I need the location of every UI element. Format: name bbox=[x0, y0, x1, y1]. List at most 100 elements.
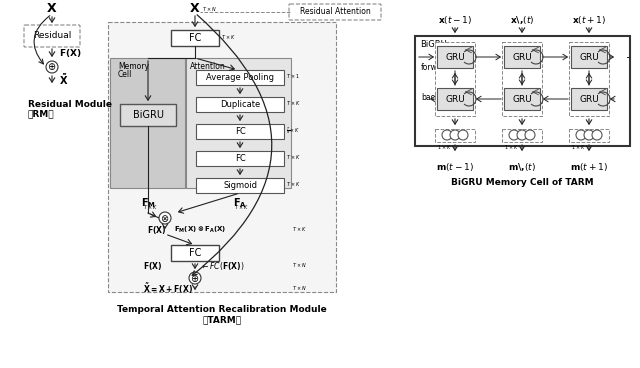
Circle shape bbox=[442, 130, 452, 140]
Circle shape bbox=[189, 272, 201, 284]
Text: GRU: GRU bbox=[579, 95, 599, 103]
Text: backward: backward bbox=[421, 93, 458, 103]
Text: Residual: Residual bbox=[33, 32, 71, 40]
Text: $_{T\times N}$: $_{T\times N}$ bbox=[292, 262, 307, 270]
Text: $\mathbf{F_M}$: $\mathbf{F_M}$ bbox=[141, 196, 156, 210]
Bar bbox=[437, 88, 473, 110]
Text: $\mathbf{\tilde{X}}$: $\mathbf{\tilde{X}}$ bbox=[59, 71, 68, 86]
Bar bbox=[504, 88, 540, 110]
Text: Duplicate: Duplicate bbox=[220, 100, 260, 109]
Text: $_{T\times K}$: $_{T\times K}$ bbox=[143, 204, 157, 212]
Text: GRU: GRU bbox=[512, 53, 532, 61]
Text: Residual Attention: Residual Attention bbox=[300, 7, 371, 17]
Text: $\mathbf{\tilde{X}=X+F(X)}$: $\mathbf{\tilde{X}=X+F(X)}$ bbox=[143, 282, 193, 296]
Circle shape bbox=[592, 130, 602, 140]
Text: $\oplus$: $\oplus$ bbox=[190, 272, 200, 283]
Text: FC: FC bbox=[189, 248, 201, 258]
Text: Temporal Attention Recalibration Module: Temporal Attention Recalibration Module bbox=[117, 305, 327, 314]
Circle shape bbox=[576, 130, 586, 140]
Text: Cell: Cell bbox=[118, 70, 132, 79]
FancyBboxPatch shape bbox=[502, 42, 542, 116]
FancyArrowPatch shape bbox=[192, 15, 272, 275]
Text: $_{T\times K}$: $_{T\times K}$ bbox=[234, 204, 248, 212]
Circle shape bbox=[509, 130, 519, 140]
Text: $\mathbf{F_M(X)\otimes F_A(X)}$: $\mathbf{F_M(X)\otimes F_A(X)}$ bbox=[174, 225, 227, 235]
Text: （TARM）: （TARM） bbox=[202, 315, 241, 324]
Bar bbox=[196, 151, 284, 166]
Text: $_{1\times K}$: $_{1\times K}$ bbox=[571, 144, 586, 152]
Bar bbox=[108, 22, 336, 292]
Bar bbox=[171, 245, 219, 261]
Text: BiGRU: BiGRU bbox=[420, 40, 447, 49]
Text: GRU: GRU bbox=[512, 95, 532, 103]
Text: $\mathbf{x}$\,$(t)$: $\mathbf{x}$\,$(t)$ bbox=[510, 14, 534, 26]
Text: $_{T\times K}$: $_{T\times K}$ bbox=[286, 181, 301, 189]
FancyBboxPatch shape bbox=[289, 4, 381, 20]
Text: $_{T\times K}$: $_{T\times K}$ bbox=[221, 34, 236, 42]
Text: $_{T\times K}$: $_{T\times K}$ bbox=[286, 100, 301, 108]
Bar bbox=[435, 129, 475, 142]
Text: $\mathbf{F_A}$: $\mathbf{F_A}$ bbox=[233, 196, 247, 210]
Circle shape bbox=[46, 61, 58, 73]
Text: GRU: GRU bbox=[579, 53, 599, 61]
FancyArrowPatch shape bbox=[34, 16, 50, 64]
Bar bbox=[186, 58, 291, 188]
Text: Memory: Memory bbox=[118, 62, 149, 71]
FancyBboxPatch shape bbox=[435, 42, 475, 116]
Text: $\mathbf{X}$: $\mathbf{X}$ bbox=[46, 3, 58, 15]
Text: $_{T\times N}$: $_{T\times N}$ bbox=[292, 285, 307, 293]
Text: $_{\frac{T}{\alpha}\times K}$: $_{\frac{T}{\alpha}\times K}$ bbox=[286, 125, 300, 137]
Circle shape bbox=[458, 130, 468, 140]
Text: BiGRU: BiGRU bbox=[132, 110, 163, 120]
FancyBboxPatch shape bbox=[569, 42, 609, 116]
Circle shape bbox=[584, 130, 594, 140]
Text: $\leftarrow FC(\mathbf{F(X)})$: $\leftarrow FC(\mathbf{F(X)})$ bbox=[200, 260, 244, 272]
Bar bbox=[196, 178, 284, 193]
Bar bbox=[502, 129, 542, 142]
Bar bbox=[569, 129, 609, 142]
Circle shape bbox=[159, 212, 171, 224]
Text: $\oplus$: $\oplus$ bbox=[47, 61, 56, 72]
Bar bbox=[571, 88, 607, 110]
Text: $\mathbf{m}$$(t-1)$: $\mathbf{m}$$(t-1)$ bbox=[436, 161, 474, 173]
Text: FC: FC bbox=[235, 127, 245, 136]
Text: $\mathbf{F(X)}$: $\mathbf{F(X)}$ bbox=[147, 224, 166, 236]
Bar bbox=[415, 36, 630, 146]
Text: $\mathbf{F(X)}$: $\mathbf{F(X)}$ bbox=[59, 47, 81, 59]
FancyBboxPatch shape bbox=[24, 25, 80, 47]
Text: $\mathbf{X}$: $\mathbf{X}$ bbox=[189, 1, 201, 14]
Text: $_{T\times N}$: $_{T\times N}$ bbox=[202, 6, 216, 14]
Text: forward: forward bbox=[421, 64, 451, 72]
Bar bbox=[110, 58, 185, 188]
Text: （RM）: （RM） bbox=[28, 109, 54, 118]
Circle shape bbox=[525, 130, 535, 140]
Text: $_{T\times K}$: $_{T\times K}$ bbox=[292, 226, 307, 234]
Text: $\mathbf{x}$$(t+1)$: $\mathbf{x}$$(t+1)$ bbox=[572, 14, 606, 26]
Text: $_{T\times K}$: $_{T\times K}$ bbox=[286, 154, 301, 162]
Text: $\mathbf{F(X)}$: $\mathbf{F(X)}$ bbox=[143, 260, 163, 272]
Text: Residual Module: Residual Module bbox=[28, 100, 112, 109]
Text: Average Pooling: Average Pooling bbox=[206, 73, 274, 82]
Bar bbox=[171, 30, 219, 46]
Text: Attention: Attention bbox=[190, 62, 226, 71]
Bar bbox=[571, 46, 607, 68]
Text: FC: FC bbox=[235, 154, 245, 163]
Text: $\mathbf{m}$\,$(t)$: $\mathbf{m}$\,$(t)$ bbox=[508, 161, 536, 173]
Text: $\mathbf{x}$$(t-1)$: $\mathbf{x}$$(t-1)$ bbox=[438, 14, 472, 26]
Circle shape bbox=[517, 130, 527, 140]
Bar bbox=[120, 104, 176, 126]
Text: $\mathbf{m}$$(t+1)$: $\mathbf{m}$$(t+1)$ bbox=[570, 161, 608, 173]
Text: GRU: GRU bbox=[445, 53, 465, 61]
Circle shape bbox=[450, 130, 460, 140]
Bar bbox=[437, 46, 473, 68]
Bar bbox=[196, 124, 284, 139]
Text: $\otimes$: $\otimes$ bbox=[161, 212, 170, 223]
Text: BiGRU Memory Cell of TARM: BiGRU Memory Cell of TARM bbox=[451, 178, 593, 187]
Text: GRU: GRU bbox=[445, 95, 465, 103]
Bar bbox=[196, 70, 284, 85]
Text: Sigmoid: Sigmoid bbox=[223, 181, 257, 190]
Text: FC: FC bbox=[189, 33, 201, 43]
Text: $_{1\times K}$: $_{1\times K}$ bbox=[504, 144, 518, 152]
Text: $_{T\times 1}$: $_{T\times 1}$ bbox=[286, 73, 300, 81]
Bar bbox=[196, 97, 284, 112]
